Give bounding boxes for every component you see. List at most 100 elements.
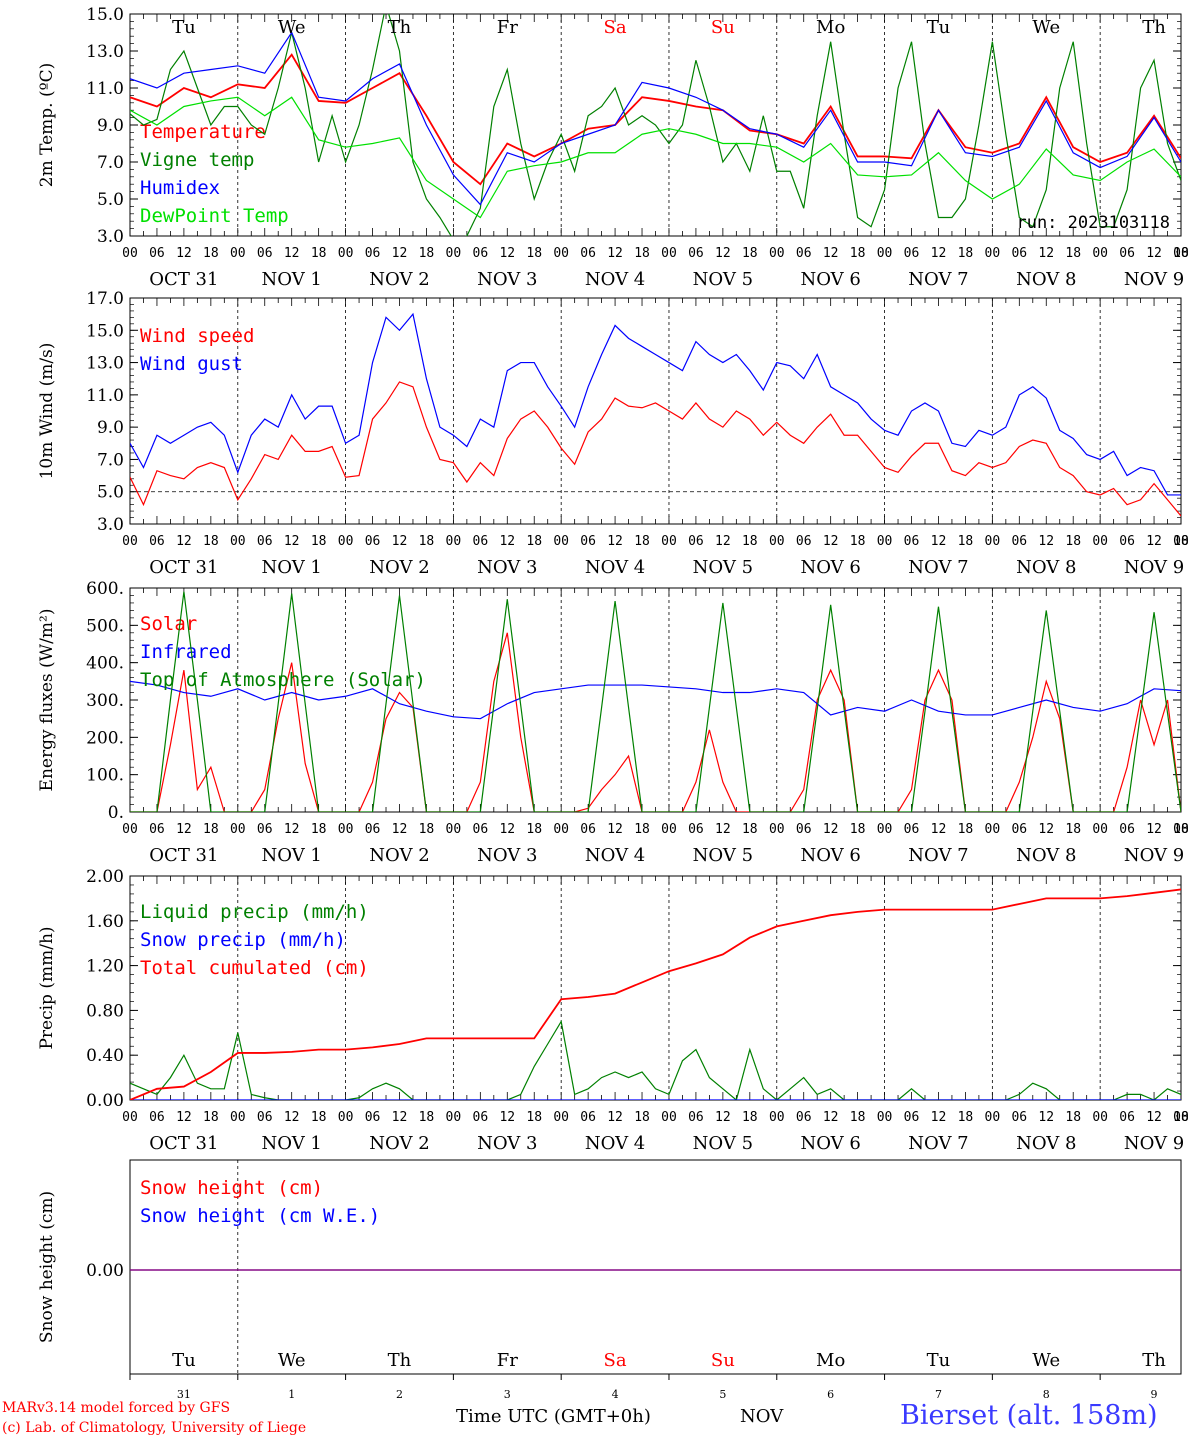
hour-tick-label: 00 [661, 246, 677, 261]
hour-tick-label: 18 [634, 534, 650, 549]
day-name-label: Th [388, 1350, 412, 1371]
series-line-temperature [130, 53, 1181, 186]
date-label: NOV 3 [477, 1133, 537, 1154]
y-tick-label: 7.0 [97, 153, 124, 173]
y-tick-label: 3.0 [97, 227, 124, 247]
hour-tick-label: 18 [742, 1110, 758, 1125]
y-tick-label: 17.0 [86, 289, 124, 309]
hour-tick-label: 06 [365, 534, 381, 549]
date-label: NOV 2 [369, 269, 429, 290]
hour-tick-label: 00 [553, 1110, 569, 1125]
hour-tick-label: 12 [1038, 246, 1054, 261]
hour-tick-label: 18 [419, 822, 435, 837]
hour-tick-label: 00 [877, 246, 893, 261]
hour-tick-label: 06 [1011, 246, 1027, 261]
hour-tick-label: 18 [311, 822, 327, 837]
hour-tick-label: 12 [284, 534, 300, 549]
month-label: NOV [740, 1406, 784, 1427]
day-number-label: 6 [827, 1388, 834, 1400]
hour-tick-label: 06 [688, 534, 704, 549]
hour-tick-label: 00 [338, 822, 354, 837]
hour-tick-label: 12 [931, 822, 947, 837]
hour-tick-label: 06 [149, 1110, 165, 1125]
hour-tick-label: 00 [985, 534, 1001, 549]
hour-tick-label: 18 [1065, 1110, 1081, 1125]
hour-tick-label: 18 [311, 534, 327, 549]
legend-entry: Top of Atmosphere (Solar) [140, 669, 426, 691]
y-tick-label: 15.0 [86, 321, 124, 341]
day-number-label: 31 [177, 1388, 191, 1400]
date-label: OCT 31 [149, 269, 218, 290]
hour-tick-label: 18 [958, 534, 974, 549]
hour-tick-label: 18 [203, 822, 219, 837]
hour-tick-label: 18 [203, 246, 219, 261]
day-name-label: Fr [497, 1350, 518, 1371]
panel-5: 0.00 Snow height (cm) Snow height (cm) Snow… [37, 1159, 1182, 1401]
hour-tick-label: 12 [1146, 246, 1162, 261]
legend-entry: Snow height (cm) [140, 1177, 323, 1199]
hour-tick-label: 12 [607, 246, 623, 261]
legend-entry: Infrared [140, 641, 232, 663]
hour-tick-label: 00 [769, 1110, 785, 1125]
legend-entry: Total cumulated (cm) [140, 957, 369, 979]
date-label: NOV 3 [477, 845, 537, 866]
hour-tick-label: 12 [1146, 534, 1162, 549]
date-label: NOV 8 [1016, 269, 1076, 290]
day-name-label: Sa [604, 17, 627, 38]
hour-tick-label: 12 [392, 822, 408, 837]
hour-tick-label: 12 [1038, 534, 1054, 549]
day-name-label: Th [1142, 1350, 1166, 1371]
y-tick-label: 9.0 [97, 116, 124, 136]
hour-tick-label: 18 [1173, 534, 1189, 549]
hour-tick-label: 18 [203, 534, 219, 549]
hour-tick-label: 12 [284, 822, 300, 837]
hour-tick-label: 06 [473, 534, 489, 549]
hour-tick-label: 00 [446, 246, 462, 261]
hour-tick-label: 12 [715, 1110, 731, 1125]
series-line-liquid-precip-mm-h- [130, 1019, 1181, 1100]
date-label: NOV 2 [369, 1133, 429, 1154]
day-number-label: 7 [935, 1388, 942, 1400]
day-name-label: Mo [816, 1350, 845, 1371]
hour-tick-label: 00 [1092, 822, 1108, 837]
legend-entry: Temperature [140, 121, 266, 143]
hour-tick-label: 00 [877, 534, 893, 549]
date-label: NOV 6 [800, 269, 860, 290]
hour-tick-label: 18 [850, 534, 866, 549]
hour-tick-label: 12 [176, 1110, 192, 1125]
hour-tick-label: 12 [823, 246, 839, 261]
hour-tick-label: 12 [823, 1110, 839, 1125]
hour-tick-label: 12 [176, 822, 192, 837]
hour-tick-label: 18 [526, 534, 542, 549]
y-axis-label: 2m Temp. (ºC) [37, 63, 57, 188]
y-tick-label: 200. [86, 728, 124, 748]
day-name-label: Mo [816, 17, 845, 38]
hour-tick-label: 18 [958, 246, 974, 261]
hour-tick-label: 00 [338, 534, 354, 549]
hour-tick-label: 18 [311, 1110, 327, 1125]
panel-3: 0. 100. 200. 300. 400. 500. 600. Energy fluxes … [37, 579, 1189, 866]
hour-tick-label: 12 [931, 1110, 947, 1125]
hour-tick-label: 00 [122, 1110, 138, 1125]
hour-tick-label: 06 [365, 246, 381, 261]
day-name-label: We [278, 1350, 306, 1371]
legend-entry: Liquid precip (mm/h) [140, 901, 369, 923]
y-tick-label: 15.0 [86, 5, 124, 25]
credit-line: (c) Lab. of Climatology, University of L… [2, 1420, 307, 1436]
model-credit: MARv3.14 model forced by GFS (c) Lab. of… [2, 1398, 306, 1438]
hour-tick-label: 06 [580, 534, 596, 549]
hour-tick-label: 00 [338, 1110, 354, 1125]
date-label: NOV 5 [693, 557, 753, 578]
legend-entry: Snow height (cm W.E.) [140, 1205, 380, 1227]
y-tick-label: 300. [86, 691, 124, 711]
hour-tick-label: 00 [661, 1110, 677, 1125]
date-label: NOV 1 [262, 557, 322, 578]
hour-tick-label: 06 [1011, 534, 1027, 549]
hour-tick-label: 00 [1092, 1110, 1108, 1125]
date-label: NOV 5 [693, 269, 753, 290]
hour-tick-label: 06 [688, 1110, 704, 1125]
y-tick-label: 0.00 [86, 1261, 124, 1281]
day-name-label: We [1032, 17, 1060, 38]
y-tick-label: 9.0 [97, 418, 124, 438]
hour-tick-label: 00 [769, 534, 785, 549]
